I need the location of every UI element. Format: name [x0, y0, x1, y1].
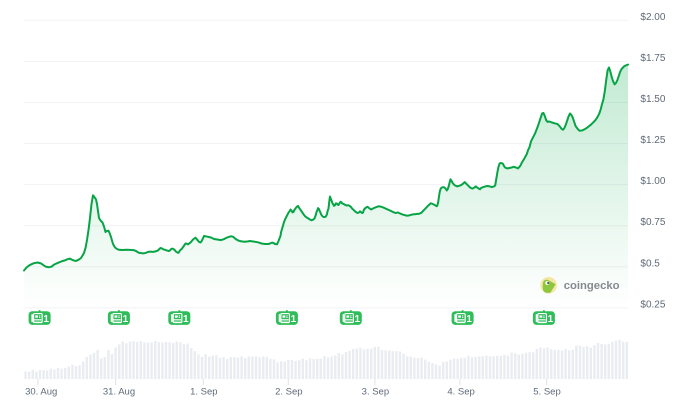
svg-text:coingecko: coingecko	[564, 280, 620, 292]
svg-text:1. Sep: 1. Sep	[190, 386, 217, 397]
svg-text:5. Sep: 5. Sep	[533, 386, 560, 397]
svg-text:1: 1	[355, 314, 361, 325]
svg-text:1: 1	[548, 314, 554, 325]
svg-text:$0.5: $0.5	[640, 258, 660, 269]
svg-text:4. Sep: 4. Sep	[447, 386, 474, 397]
svg-text:2. Sep: 2. Sep	[275, 386, 302, 397]
svg-text:$1.50: $1.50	[640, 94, 665, 105]
svg-text:1: 1	[183, 314, 189, 325]
svg-text:$0.75: $0.75	[640, 217, 665, 228]
svg-text:31. Aug: 31. Aug	[103, 386, 135, 397]
svg-text:$0.25: $0.25	[640, 299, 665, 310]
svg-text:$1.00: $1.00	[640, 176, 665, 187]
svg-text:1: 1	[291, 314, 297, 325]
svg-text:1: 1	[123, 314, 129, 325]
svg-text:$1.25: $1.25	[640, 135, 665, 146]
svg-text:30. Aug: 30. Aug	[25, 386, 57, 397]
svg-text:1: 1	[43, 314, 49, 325]
svg-text:$2.00: $2.00	[640, 12, 665, 23]
svg-text:$1.75: $1.75	[640, 53, 665, 64]
svg-text:3. Sep: 3. Sep	[362, 386, 389, 397]
svg-text:1: 1	[466, 314, 472, 325]
